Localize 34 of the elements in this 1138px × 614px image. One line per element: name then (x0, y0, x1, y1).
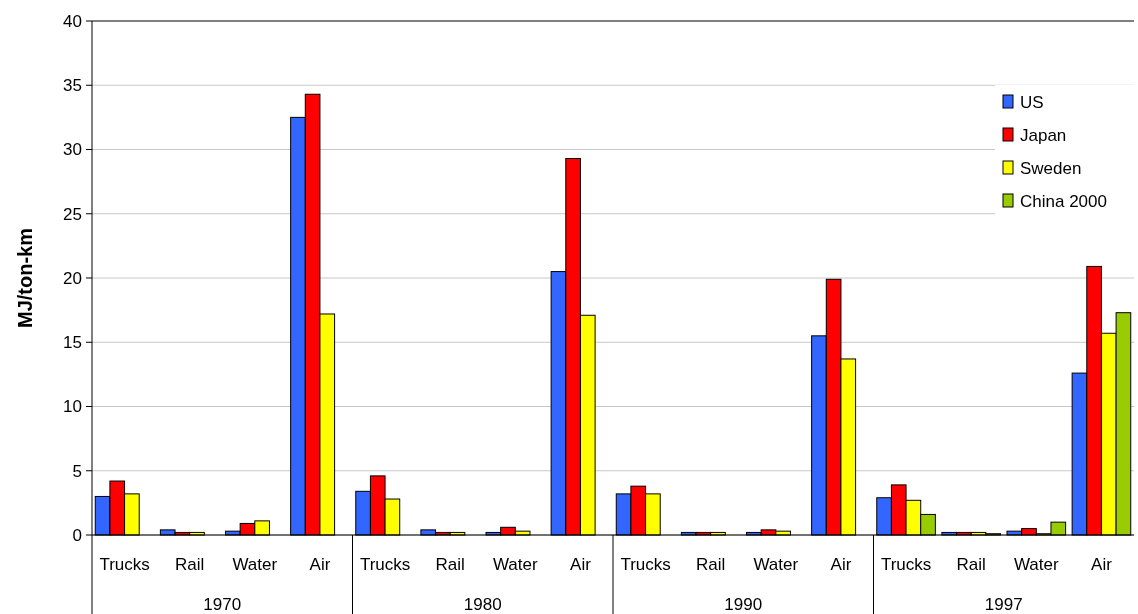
text: 1990 (724, 595, 763, 614)
x-tick-label: Trucks (620, 555, 671, 574)
y-axis-title: MJ/ton-km (14, 228, 36, 328)
x-tick-label: Water (1013, 555, 1059, 574)
text: 1997 (984, 595, 1023, 614)
y-tick-label: 15 (63, 333, 82, 353)
y-tick-label: 20 (63, 268, 82, 288)
text: 1980 (463, 595, 502, 614)
y-tick-label: 0 (72, 525, 82, 545)
x-tick-label: Rail (956, 555, 986, 574)
x-tick-label: Trucks (359, 555, 411, 574)
x-tick-label: Air (570, 555, 592, 574)
x-tick-label: Water (753, 555, 799, 574)
y-tick-label: 10 (63, 397, 82, 417)
x-tick-label: Rail (175, 555, 205, 574)
x-tick-label: Trucks (99, 555, 150, 574)
x-tick-label: Air (830, 555, 852, 574)
text: 1970 (203, 595, 242, 614)
x-tick-label: Trucks (880, 555, 932, 574)
y-tick-label: 40 (63, 11, 82, 31)
x-tick-label: Air (309, 555, 331, 574)
legend-label: Japan (1020, 125, 1067, 145)
x-tick-label: Air (1091, 555, 1113, 574)
x-tick-label: Water (492, 555, 538, 574)
legend-label: Sweden (1020, 158, 1082, 178)
y-tick-label: 35 (63, 76, 82, 96)
y-tick-label: 5 (72, 461, 82, 481)
y-tick-label: 30 (63, 140, 82, 160)
legend-label: China 2000 (1020, 191, 1107, 211)
x-tick-label: Rail (696, 555, 726, 574)
legend-label: US (1020, 92, 1044, 112)
x-tick-label: Water (232, 555, 278, 574)
y-tick-label: 25 (63, 204, 82, 224)
x-tick-label: Rail (435, 555, 465, 574)
